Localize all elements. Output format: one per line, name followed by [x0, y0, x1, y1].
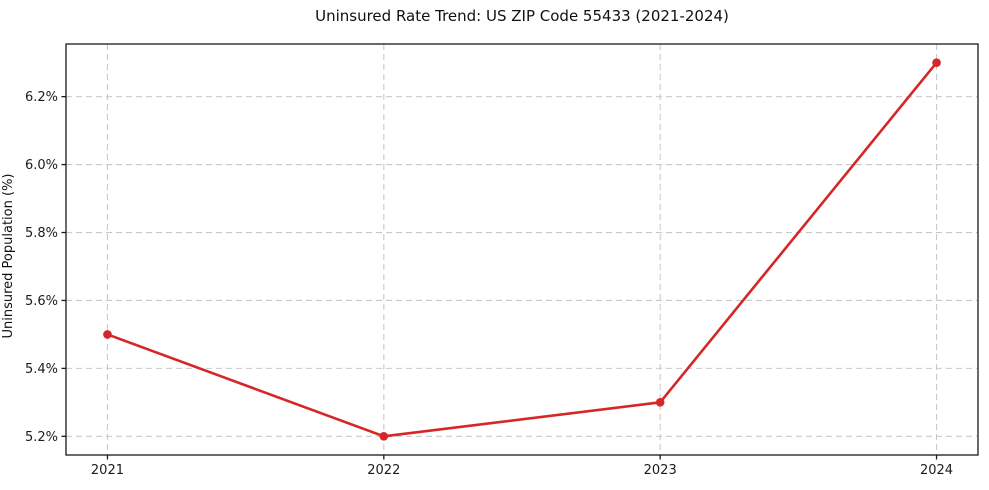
y-axis-label: Uninsured Population (%) [1, 173, 16, 339]
x-tick-label: 2022 [367, 463, 400, 478]
data-point-2024 [932, 58, 941, 67]
x-tick-label: 2024 [920, 463, 953, 478]
plot-border [65, 43, 979, 456]
data-point-2022 [379, 432, 389, 441]
data-point-2023 [655, 398, 665, 407]
y-tick-label: 5.8% [25, 226, 58, 241]
y-tick-label: 5.2% [25, 430, 58, 445]
y-tick-label: 6.0% [25, 158, 58, 173]
y-tick-label: 6.2% [25, 90, 58, 105]
y-tick-label: 5.6% [25, 294, 58, 309]
x-tick-label: 2023 [644, 463, 677, 478]
x-tick-label: 2021 [91, 463, 124, 478]
chart-title: Uninsured Rate Trend: US ZIP Code 55433 … [315, 7, 729, 25]
data-point-2021 [103, 330, 112, 339]
trend-line [106, 61, 938, 438]
y-tick-label: 5.4% [25, 362, 58, 377]
